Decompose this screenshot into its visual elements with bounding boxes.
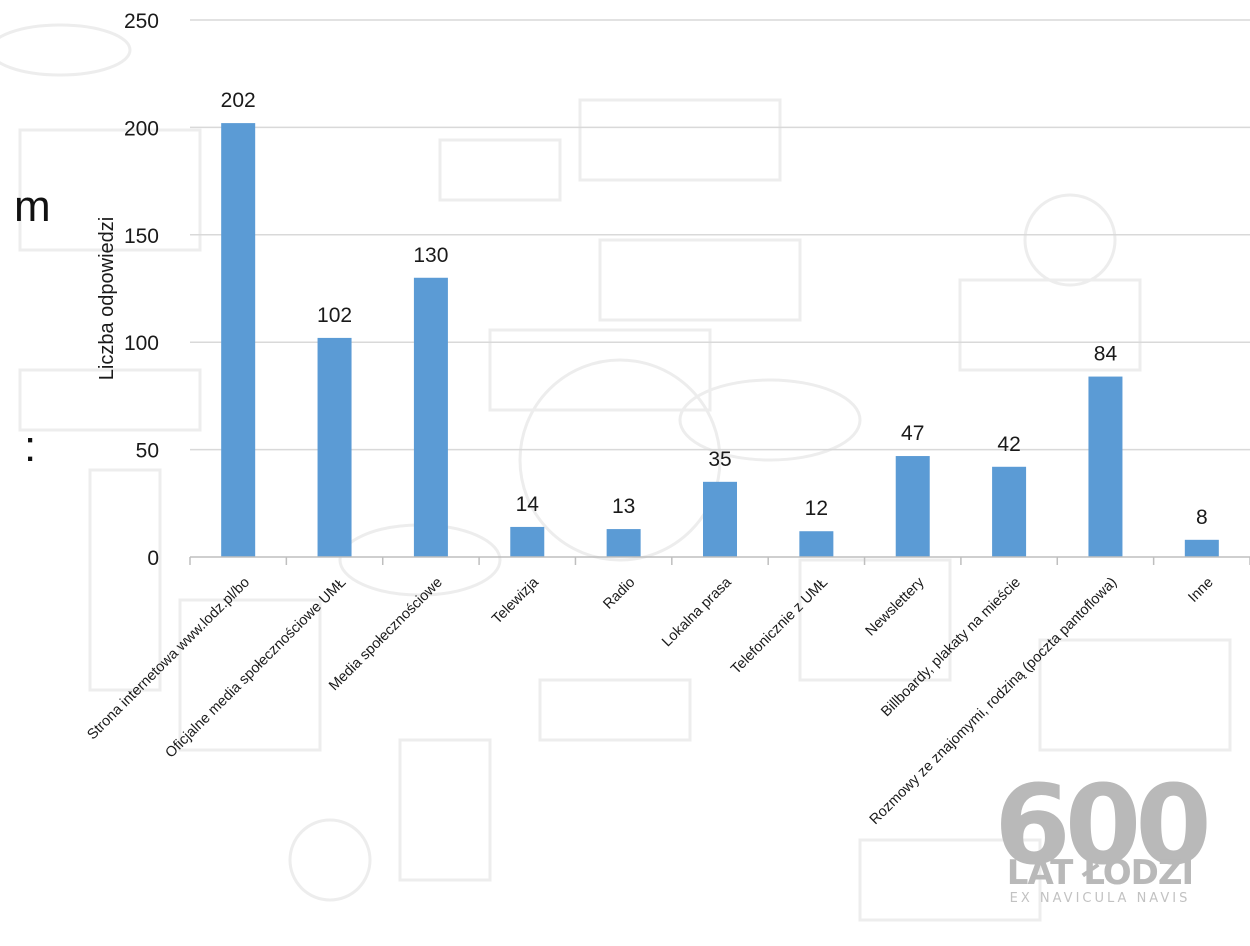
y-tick-label: 100 (124, 332, 159, 355)
bar (413, 277, 448, 557)
data-label: 35 (708, 448, 731, 471)
x-tick-label: Newslettery (863, 574, 928, 639)
data-label: 13 (612, 495, 635, 518)
x-tick-label: Radio (600, 575, 638, 613)
y-axis-title: Liczba odpowiedzi (96, 217, 118, 380)
x-tick-label: Inne (1185, 575, 1216, 606)
y-tick-label: 200 (124, 117, 159, 140)
slide-text-fragment-m: m (14, 182, 51, 231)
x-tick-label: Strona internetowa www.lodz.pl/bo (84, 575, 253, 744)
x-tick-label: Lokalna prasa (659, 574, 735, 650)
y-tick-label: 150 (124, 225, 159, 248)
x-tick-label: Media społecznościowe (326, 575, 446, 695)
600-lat-lodzi-logo: 600 LAT ŁODZI EX NAVICULA NAVIS (985, 761, 1215, 906)
data-label: 8 (1196, 506, 1208, 529)
data-label: 42 (997, 433, 1020, 456)
bar (1184, 539, 1219, 557)
data-label: 14 (516, 493, 540, 516)
data-label: 202 (221, 89, 256, 112)
bar (221, 123, 256, 557)
bar (1088, 376, 1123, 557)
bar (703, 481, 737, 557)
y-tick-label: 50 (136, 440, 159, 463)
x-tick-label: Telewizja (489, 574, 543, 628)
data-label: 47 (901, 422, 924, 445)
y-axis-tick-labels: 0 50 100 150 200 250 (124, 10, 159, 570)
bar (895, 456, 930, 557)
x-axis (189, 556, 1250, 565)
bar (317, 337, 352, 557)
data-label: 12 (805, 497, 828, 520)
data-label: 84 (1094, 343, 1118, 366)
gridlines (190, 19, 1250, 451)
logo-number: 600 (994, 761, 1212, 889)
slide-text-fragment-colon: : (24, 422, 37, 471)
bar (510, 526, 545, 557)
logo-motto: EX NAVICULA NAVIS (1009, 891, 1191, 906)
x-tick-label: Oficjalne media społecznościowe UMŁ (163, 575, 350, 762)
data-labels: 202 102 130 14 13 35 12 47 42 84 8 (221, 89, 1208, 529)
y-tick-label: 250 (124, 10, 159, 33)
logo-title: LAT ŁODZI (1006, 853, 1194, 893)
y-tick-label: 0 (147, 547, 159, 570)
data-label: 102 (317, 304, 352, 327)
x-tick-label: Telefonicznie z UMŁ (728, 575, 831, 678)
data-label: 130 (413, 244, 448, 267)
bar (606, 529, 641, 557)
bar (992, 466, 1027, 557)
bars (221, 123, 1219, 557)
bar (799, 531, 834, 557)
